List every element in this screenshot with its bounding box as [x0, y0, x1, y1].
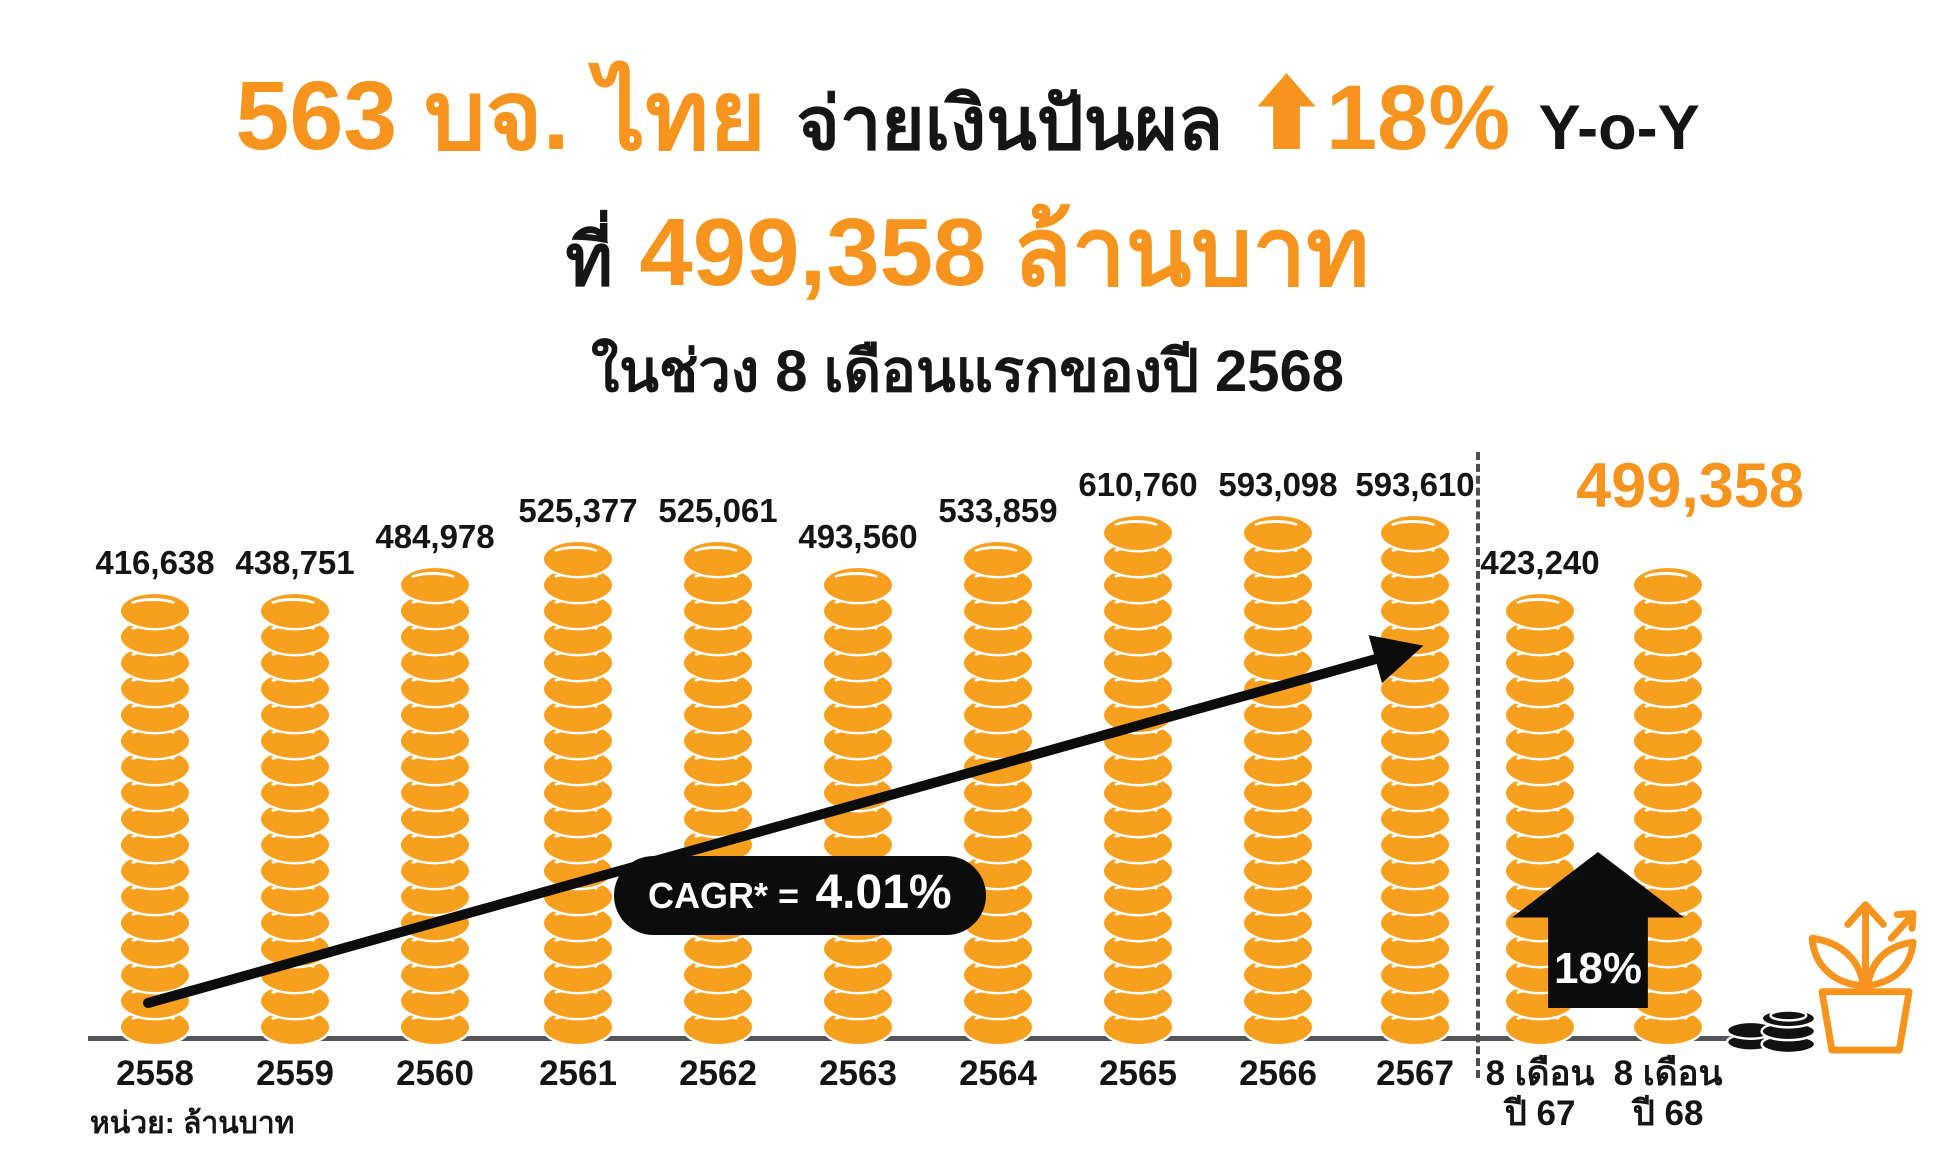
- title-action: จ่ายเงินปันผล: [796, 82, 1224, 165]
- value-label: 610,760: [1078, 466, 1198, 503]
- coin: [261, 594, 329, 628]
- coin-stack-bar: [1244, 516, 1312, 1044]
- coin-stack-bar: [401, 568, 469, 1044]
- title-yoy: Y-o-Y: [1538, 93, 1700, 163]
- coin: [1634, 568, 1702, 602]
- value-label: 416,638: [95, 544, 215, 581]
- plant-right-leaf: [1864, 938, 1917, 990]
- coin-stack-bar: [1634, 568, 1702, 1044]
- category-label: 2563: [819, 1054, 897, 1093]
- coin-stack-bar: [1104, 516, 1172, 1044]
- value-label: 493,560: [798, 518, 918, 555]
- plant-pot: [1818, 988, 1913, 1054]
- value-label: 438,751: [235, 544, 355, 581]
- category-label: 8 เดือน ปี 68: [1613, 1054, 1723, 1134]
- coin: [824, 568, 892, 602]
- cagr-label: CAGR* =: [648, 875, 800, 916]
- value-label: 525,377: [518, 492, 638, 529]
- category-label: 2566: [1239, 1054, 1317, 1093]
- value-label: 423,240: [1480, 544, 1600, 581]
- coin: [684, 542, 752, 576]
- coin-stack-icon: [1725, 1008, 1817, 1055]
- up-arrow-icon: [1257, 73, 1316, 149]
- value-label: 593,610: [1355, 466, 1475, 503]
- coin-stack-bar: [121, 594, 189, 1044]
- x-axis-line: [88, 1036, 1736, 1041]
- coin-stack-bar: [261, 594, 329, 1044]
- coin: [1381, 516, 1449, 550]
- coin-stack-bar: [684, 542, 752, 1044]
- category-label: 2567: [1376, 1054, 1454, 1093]
- value-label: 484,978: [375, 518, 495, 555]
- unit-label: หน่วย: ล้านบาท: [90, 1107, 295, 1140]
- title-growth-pct: 18%: [1325, 67, 1511, 169]
- category-label: 2562: [679, 1054, 757, 1093]
- category-label: 2561: [539, 1054, 617, 1093]
- category-label: 2558: [116, 1054, 194, 1093]
- value-label: 533,859: [938, 492, 1058, 529]
- category-label: 8 เดือน ปี 67: [1485, 1054, 1595, 1134]
- title-line-3: ในช่วง 8 เดือนแรกของปี 2568: [590, 339, 1345, 405]
- coin-stack-bar: [544, 542, 612, 1044]
- coin: [544, 542, 612, 576]
- coin: [401, 568, 469, 602]
- value-label: 525,061: [658, 492, 778, 529]
- coin: [1506, 594, 1574, 628]
- title-line-1: 563 บจ. ไทย จ่ายเงินปันผล 18% Y-o-Y: [0, 61, 1935, 171]
- title-block: 563 บจ. ไทย จ่ายเงินปันผล 18% Y-o-Y ที่ …: [0, 61, 1935, 405]
- plant-left-leaf: [1808, 934, 1868, 990]
- coin: [1244, 516, 1312, 550]
- coin-stack-bar: [1381, 516, 1449, 1044]
- title-line-2: ที่ 499,358 ล้านบาท: [0, 199, 1935, 307]
- title-amount-prefix: ที่: [565, 220, 613, 301]
- title-companies: 563 บจ. ไทย: [235, 61, 767, 170]
- coin: [964, 542, 1032, 576]
- cagr-annotation: CAGR* = 4.01%: [614, 856, 986, 935]
- category-label: 2564: [959, 1054, 1037, 1093]
- category-label: 2559: [256, 1054, 334, 1093]
- plant-small-arrow: [1887, 913, 1915, 942]
- title-amount: 499,358 ล้านบาท: [639, 198, 1370, 306]
- category-label: 2565: [1099, 1054, 1177, 1093]
- period-divider-dashed-line: [1476, 452, 1480, 1078]
- cagr-value: 4.01%: [815, 866, 952, 919]
- coin: [1104, 516, 1172, 550]
- coin-stack-bar: [964, 542, 1032, 1044]
- value-label: 593,098: [1218, 466, 1338, 503]
- category-label: 2560: [396, 1054, 474, 1093]
- highlight-value-label: 499,358: [1576, 451, 1804, 521]
- coin-stack-bar: [1506, 594, 1574, 1044]
- coin: [121, 594, 189, 628]
- growth-badge-value: 18%: [1553, 944, 1643, 993]
- plant-growth-icon: [1725, 901, 1917, 1055]
- coin-stack-bar: [824, 568, 892, 1044]
